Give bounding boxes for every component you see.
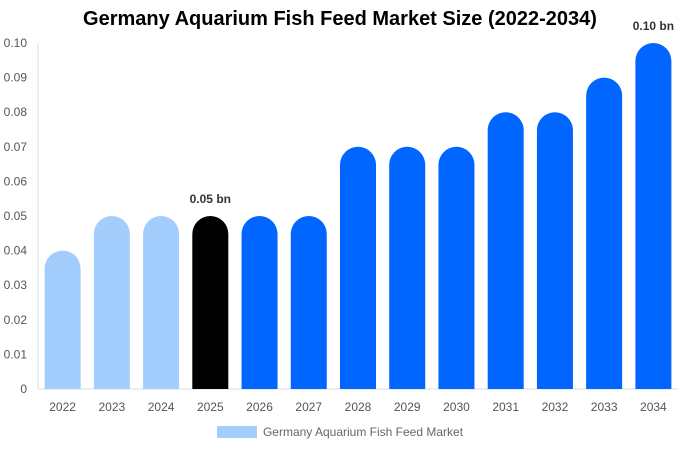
chart-title: Germany Aquarium Fish Feed Market Size (… bbox=[83, 8, 597, 30]
bar bbox=[586, 77, 623, 389]
x-tick-label: 2030 bbox=[443, 400, 470, 414]
y-tick-label: 0.10 bbox=[4, 36, 28, 50]
bar bbox=[635, 43, 672, 389]
bar bbox=[93, 216, 130, 389]
data-label: 0.10 bn bbox=[633, 19, 674, 33]
bar bbox=[536, 112, 573, 389]
bar bbox=[438, 146, 475, 389]
x-tick-label: 2025 bbox=[197, 400, 224, 414]
x-tick-label: 2031 bbox=[492, 400, 519, 414]
x-tick-label: 2029 bbox=[394, 400, 421, 414]
y-tick-label: 0.03 bbox=[4, 278, 28, 292]
legend: Germany Aquarium Fish Feed Market bbox=[0, 425, 680, 439]
bar bbox=[487, 112, 524, 389]
x-tick-label: 2032 bbox=[542, 400, 569, 414]
y-tick-label: 0.07 bbox=[4, 140, 28, 154]
x-tick-label: 2022 bbox=[49, 400, 76, 414]
x-tick-label: 2024 bbox=[148, 400, 175, 414]
x-tick-label: 2033 bbox=[591, 400, 618, 414]
bar bbox=[389, 146, 426, 389]
bar bbox=[340, 146, 376, 389]
bar bbox=[44, 250, 81, 389]
y-tick-label: 0.08 bbox=[4, 105, 28, 119]
y-tick-label: 0.04 bbox=[4, 244, 28, 258]
x-tick-label: 2028 bbox=[345, 400, 372, 414]
y-tick-label: 0.06 bbox=[4, 174, 28, 188]
data-label: 0.05 bn bbox=[190, 192, 231, 206]
bar bbox=[241, 216, 278, 389]
bar bbox=[143, 216, 180, 389]
x-tick-label: 2034 bbox=[640, 400, 667, 414]
bar bbox=[192, 216, 229, 389]
x-tick-label: 2027 bbox=[295, 400, 322, 414]
y-tick-label: 0 bbox=[20, 382, 27, 396]
x-tick-label: 2026 bbox=[246, 400, 273, 414]
bar bbox=[290, 216, 327, 389]
y-tick-label: 0.09 bbox=[4, 71, 28, 85]
y-tick-label: 0.02 bbox=[4, 313, 28, 327]
legend-swatch bbox=[216, 426, 257, 438]
legend-label: Germany Aquarium Fish Feed Market bbox=[262, 425, 464, 439]
y-tick-label: 0.01 bbox=[4, 347, 28, 361]
y-tick-label: 0.05 bbox=[4, 209, 28, 223]
x-tick-label: 2023 bbox=[98, 400, 125, 414]
